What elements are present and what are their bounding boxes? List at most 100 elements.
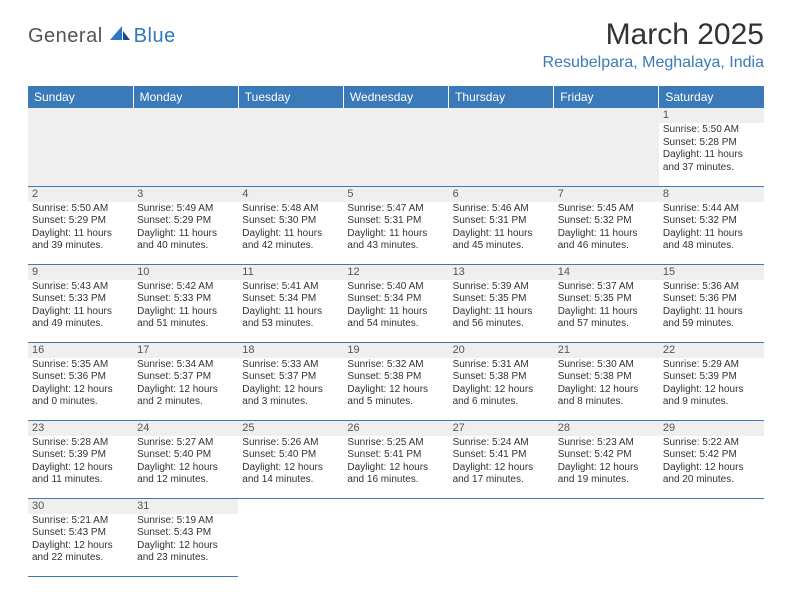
calendar-cell: 12Sunrise: 5:40 AMSunset: 5:34 PMDayligh… [343,264,448,342]
title-block: March 2025 Resubelpara, Meghalaya, India [543,18,764,72]
detail-line: and 54 minutes. [347,318,444,331]
day-details: Sunrise: 5:23 AMSunset: 5:42 PMDaylight:… [554,436,659,489]
calendar-cell [554,108,659,186]
calendar-cell [343,108,448,186]
detail-line: Sunrise: 5:19 AM [137,515,234,528]
day-details: Sunrise: 5:30 AMSunset: 5:38 PMDaylight:… [554,358,659,411]
detail-line: Sunset: 5:41 PM [347,449,444,462]
detail-line: Sunrise: 5:46 AM [453,203,550,216]
col-tuesday: Tuesday [238,86,343,108]
day-number: 28 [554,421,659,436]
day-details: Sunrise: 5:36 AMSunset: 5:36 PMDaylight:… [659,280,764,333]
calendar-cell: 9Sunrise: 5:43 AMSunset: 5:33 PMDaylight… [28,264,133,342]
detail-line: Sunset: 5:33 PM [32,293,129,306]
detail-line: Sunset: 5:30 PM [242,215,339,228]
calendar-table: Sunday Monday Tuesday Wednesday Thursday… [28,86,764,577]
day-details: Sunrise: 5:50 AMSunset: 5:28 PMDaylight:… [659,123,764,176]
calendar-cell [28,108,133,186]
detail-line: Sunrise: 5:48 AM [242,203,339,216]
detail-line: Daylight: 11 hours [347,228,444,241]
detail-line: Sunrise: 5:50 AM [663,124,760,137]
detail-line: Daylight: 12 hours [453,462,550,475]
day-details: Sunrise: 5:43 AMSunset: 5:33 PMDaylight:… [28,280,133,333]
detail-line: and 0 minutes. [32,396,129,409]
day-details: Sunrise: 5:19 AMSunset: 5:43 PMDaylight:… [133,514,238,567]
calendar-cell [449,498,554,576]
day-number: 15 [659,265,764,280]
detail-line: Sunrise: 5:25 AM [347,437,444,450]
detail-line: Daylight: 12 hours [663,462,760,475]
detail-line: and 46 minutes. [558,240,655,253]
day-details: Sunrise: 5:42 AMSunset: 5:33 PMDaylight:… [133,280,238,333]
detail-line: Daylight: 12 hours [453,384,550,397]
detail-line: and 17 minutes. [453,474,550,487]
calendar-cell: 31Sunrise: 5:19 AMSunset: 5:43 PMDayligh… [133,498,238,576]
detail-line: Daylight: 12 hours [558,462,655,475]
detail-line: Sunset: 5:38 PM [453,371,550,384]
detail-line: Daylight: 12 hours [242,384,339,397]
calendar-cell: 4Sunrise: 5:48 AMSunset: 5:30 PMDaylight… [238,186,343,264]
calendar-row: 9Sunrise: 5:43 AMSunset: 5:33 PMDaylight… [28,264,764,342]
detail-line: Sunset: 5:37 PM [137,371,234,384]
col-sunday: Sunday [28,86,133,108]
calendar-cell: 17Sunrise: 5:34 AMSunset: 5:37 PMDayligh… [133,342,238,420]
detail-line: Sunrise: 5:23 AM [558,437,655,450]
detail-line: and 56 minutes. [453,318,550,331]
detail-line: Sunset: 5:32 PM [558,215,655,228]
detail-line: Sunset: 5:42 PM [558,449,655,462]
calendar-row: 2Sunrise: 5:50 AMSunset: 5:29 PMDaylight… [28,186,764,264]
calendar-row: 16Sunrise: 5:35 AMSunset: 5:36 PMDayligh… [28,342,764,420]
detail-line: Sunrise: 5:37 AM [558,281,655,294]
day-number: 22 [659,343,764,358]
logo-text-general: General [28,25,103,48]
day-number: 6 [449,187,554,202]
calendar-cell: 3Sunrise: 5:49 AMSunset: 5:29 PMDaylight… [133,186,238,264]
day-details: Sunrise: 5:50 AMSunset: 5:29 PMDaylight:… [28,202,133,255]
detail-line: and 59 minutes. [663,318,760,331]
day-details: Sunrise: 5:48 AMSunset: 5:30 PMDaylight:… [238,202,343,255]
detail-line: Sunrise: 5:34 AM [137,359,234,372]
calendar-cell: 5Sunrise: 5:47 AMSunset: 5:31 PMDaylight… [343,186,448,264]
detail-line: Sunset: 5:39 PM [663,371,760,384]
detail-line: and 16 minutes. [347,474,444,487]
day-number: 19 [343,343,448,358]
detail-line: and 57 minutes. [558,318,655,331]
logo-sail-icon [108,24,132,47]
day-details: Sunrise: 5:41 AMSunset: 5:34 PMDaylight:… [238,280,343,333]
detail-line: and 53 minutes. [242,318,339,331]
col-monday: Monday [133,86,238,108]
detail-line: Daylight: 12 hours [137,384,234,397]
detail-line: Sunset: 5:29 PM [32,215,129,228]
day-number: 18 [238,343,343,358]
detail-line: and 20 minutes. [663,474,760,487]
detail-line: Sunrise: 5:32 AM [347,359,444,372]
detail-line: Sunrise: 5:22 AM [663,437,760,450]
page-title: March 2025 [543,18,764,52]
day-number: 7 [554,187,659,202]
detail-line: and 42 minutes. [242,240,339,253]
detail-line: Daylight: 11 hours [242,228,339,241]
col-friday: Friday [554,86,659,108]
detail-line: Daylight: 12 hours [347,462,444,475]
day-details: Sunrise: 5:31 AMSunset: 5:38 PMDaylight:… [449,358,554,411]
calendar-cell: 13Sunrise: 5:39 AMSunset: 5:35 PMDayligh… [449,264,554,342]
day-number: 31 [133,499,238,514]
detail-line: Sunset: 5:39 PM [32,449,129,462]
detail-line: Sunset: 5:31 PM [453,215,550,228]
location-label: Resubelpara, Meghalaya, India [543,54,764,72]
calendar-cell: 27Sunrise: 5:24 AMSunset: 5:41 PMDayligh… [449,420,554,498]
detail-line: and 19 minutes. [558,474,655,487]
day-details: Sunrise: 5:40 AMSunset: 5:34 PMDaylight:… [343,280,448,333]
detail-line: Daylight: 11 hours [558,306,655,319]
day-number: 17 [133,343,238,358]
calendar-cell: 28Sunrise: 5:23 AMSunset: 5:42 PMDayligh… [554,420,659,498]
day-number: 3 [133,187,238,202]
day-details: Sunrise: 5:44 AMSunset: 5:32 PMDaylight:… [659,202,764,255]
calendar-cell [343,498,448,576]
detail-line: Sunrise: 5:40 AM [347,281,444,294]
day-number: 14 [554,265,659,280]
day-number: 1 [659,108,764,123]
calendar-cell: 20Sunrise: 5:31 AMSunset: 5:38 PMDayligh… [449,342,554,420]
detail-line: and 49 minutes. [32,318,129,331]
day-details: Sunrise: 5:49 AMSunset: 5:29 PMDaylight:… [133,202,238,255]
